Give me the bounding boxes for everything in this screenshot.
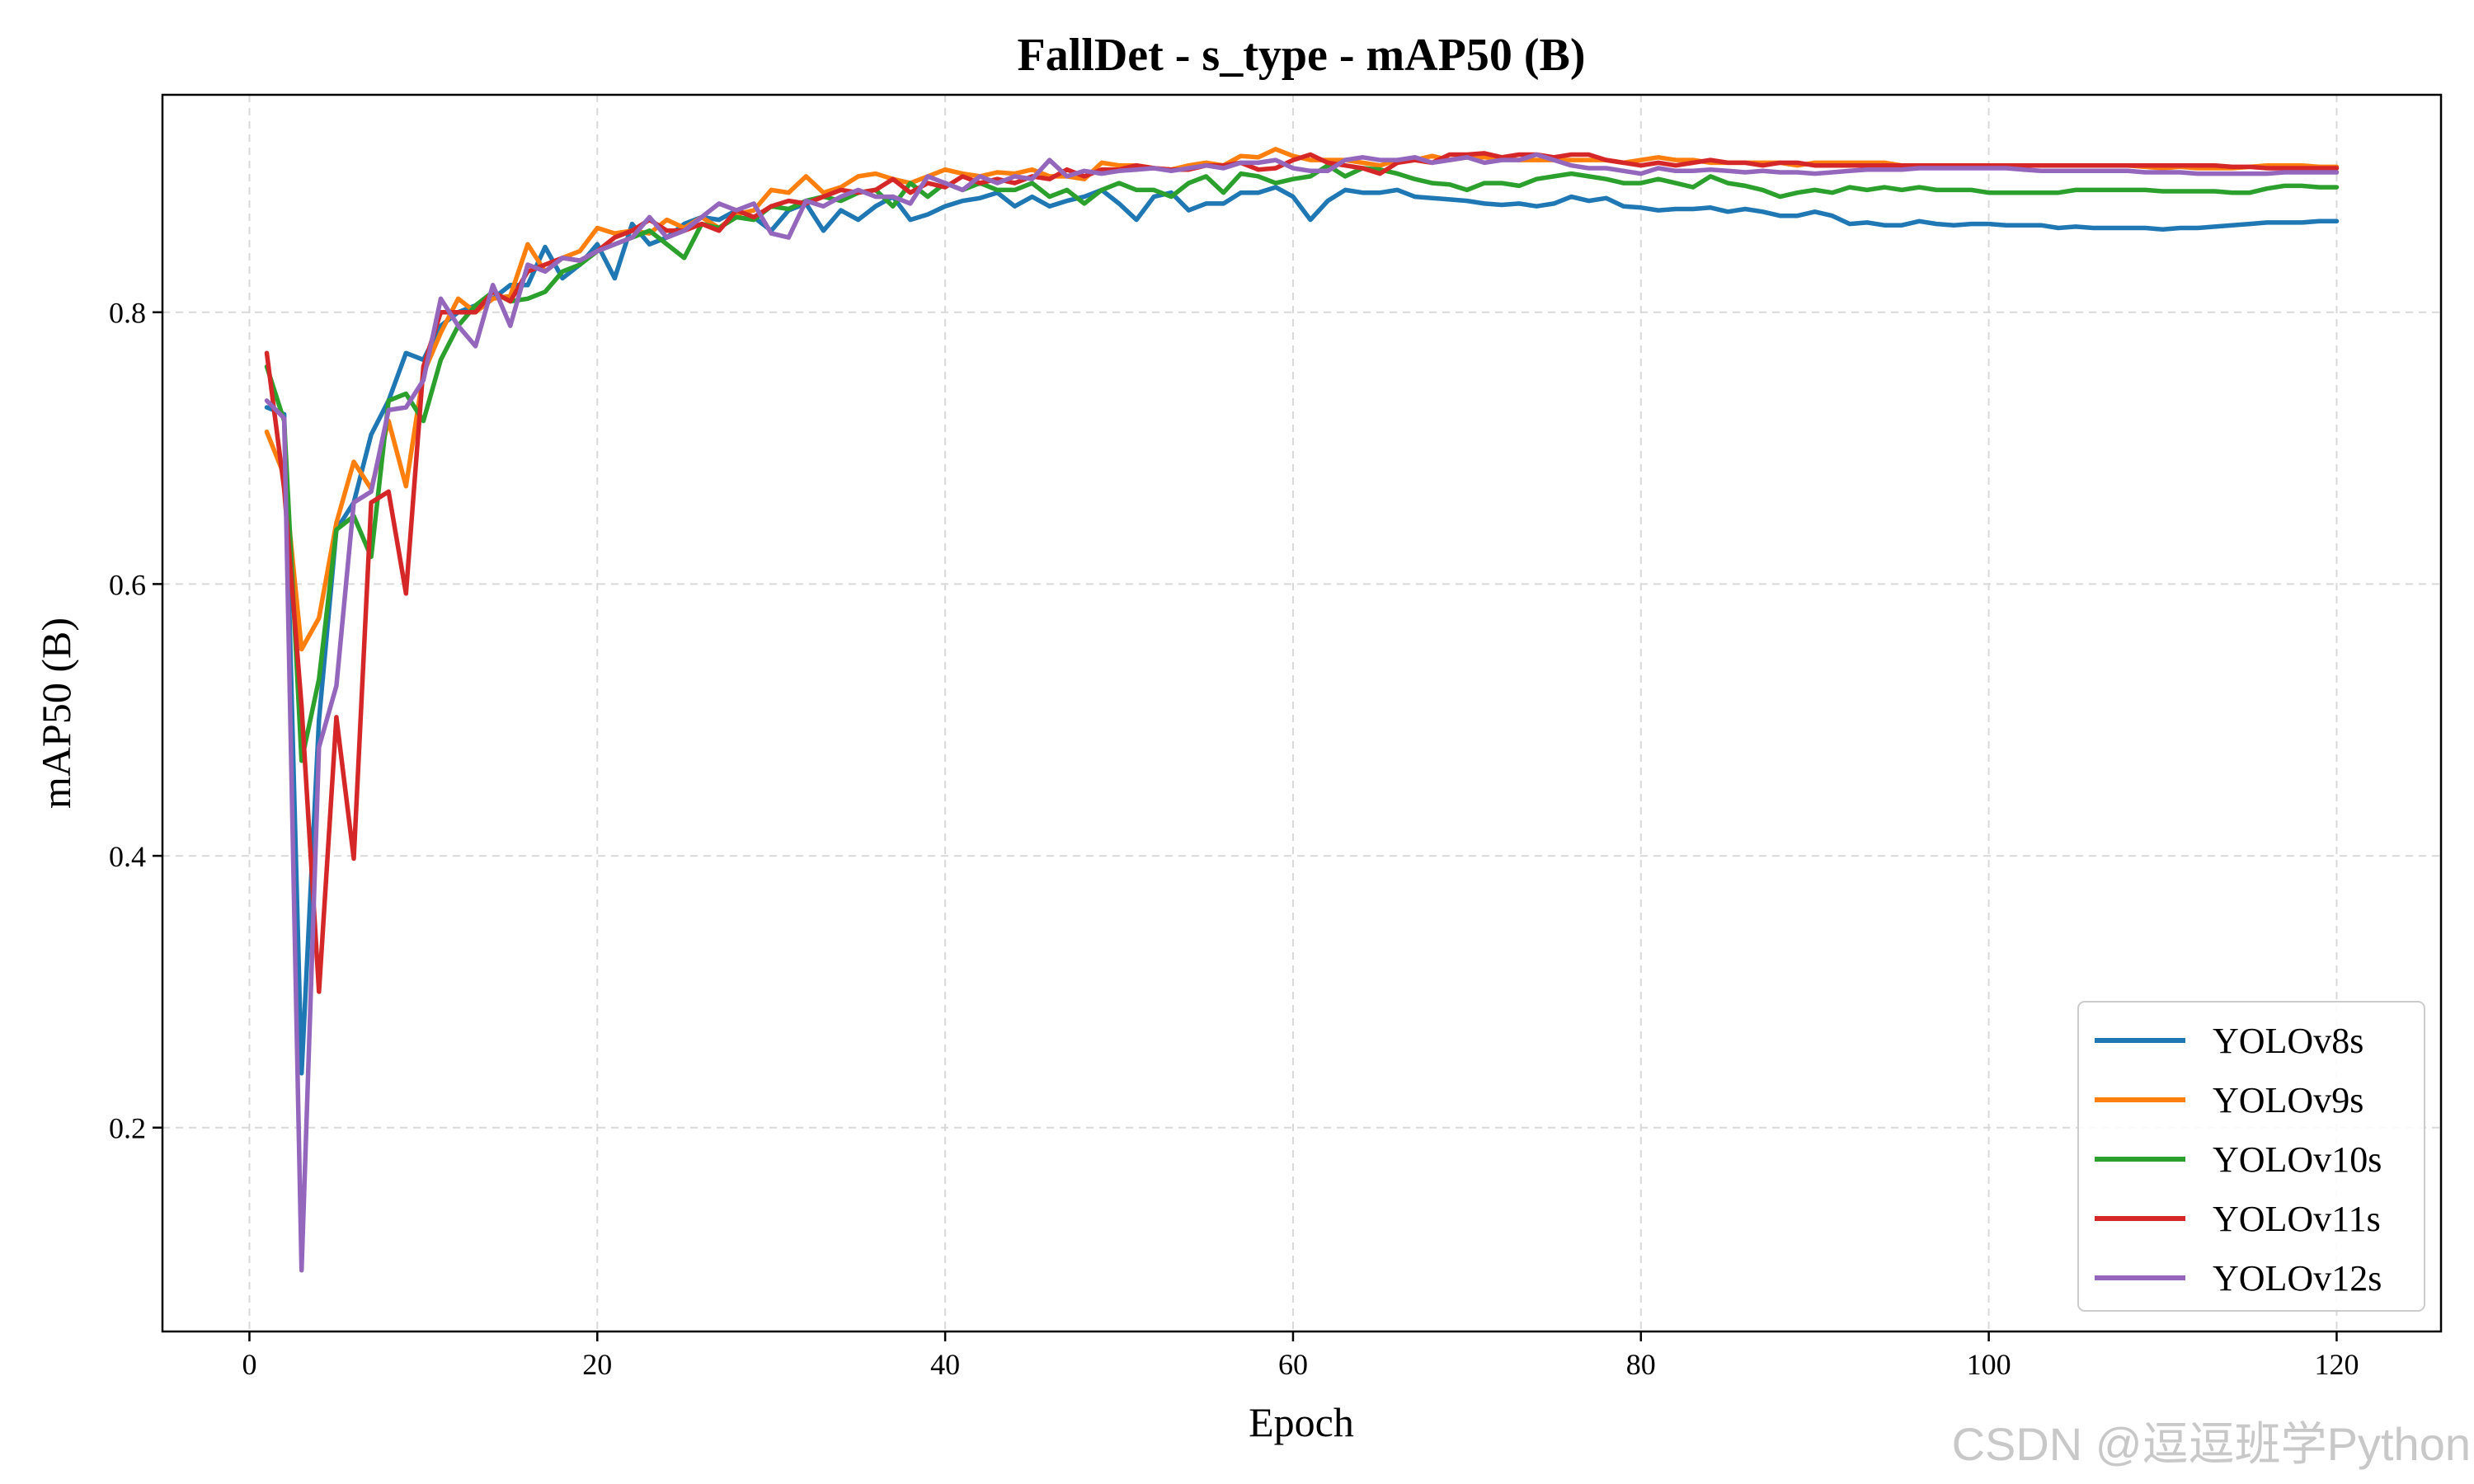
- legend-label: YOLOv12s: [2213, 1258, 2382, 1298]
- chart-title: FallDet - s_type - mAP50 (B): [1018, 30, 1586, 81]
- x-tick-label: 80: [1626, 1348, 1656, 1381]
- x-axis-ticks: 0 20 40 60 80 100 120: [242, 1331, 2359, 1381]
- legend-box: [2077, 1001, 2425, 1312]
- x-tick-label: 100: [1967, 1348, 2011, 1381]
- plot-frame: [161, 93, 2443, 1333]
- x-tick-label: 20: [582, 1348, 612, 1381]
- y-axis-label: mAP50 (B): [33, 618, 79, 809]
- x-tick-label: 120: [2314, 1348, 2359, 1381]
- x-tick-label: 40: [930, 1348, 960, 1381]
- legend-label: YOLOv10s: [2213, 1139, 2382, 1180]
- x-axis-label: Epoch: [1249, 1399, 1354, 1445]
- plot-background: [162, 95, 2441, 1331]
- legend-label: YOLOv11s: [2213, 1199, 2381, 1239]
- y-tick-label: 0.6: [109, 568, 146, 601]
- series-line-yolov8s: [264, 185, 2340, 1076]
- y-tick-label: 0.8: [109, 297, 146, 330]
- y-axis-ticks: 0.2 0.4 0.6 0.8: [109, 297, 162, 1145]
- series-lines: [264, 147, 2340, 1273]
- y-tick-label: 0.2: [109, 1112, 146, 1145]
- legend-label: YOLOv9s: [2213, 1080, 2363, 1120]
- legend: YOLOv8s YOLOv9s YOLOv10s YOLOv11s YOLOv12s: [2077, 1001, 2425, 1312]
- legend-label: YOLOv8s: [2213, 1021, 2363, 1061]
- series-line-yolov11s: [264, 151, 2340, 994]
- x-tick-label: 60: [1278, 1348, 1308, 1381]
- y-tick-label: 0.4: [109, 840, 146, 873]
- series-line-yolov12s: [264, 152, 2340, 1273]
- x-tick-label: 0: [242, 1348, 256, 1381]
- watermark-text: CSDN @逗逗班学Python: [1951, 1418, 2471, 1470]
